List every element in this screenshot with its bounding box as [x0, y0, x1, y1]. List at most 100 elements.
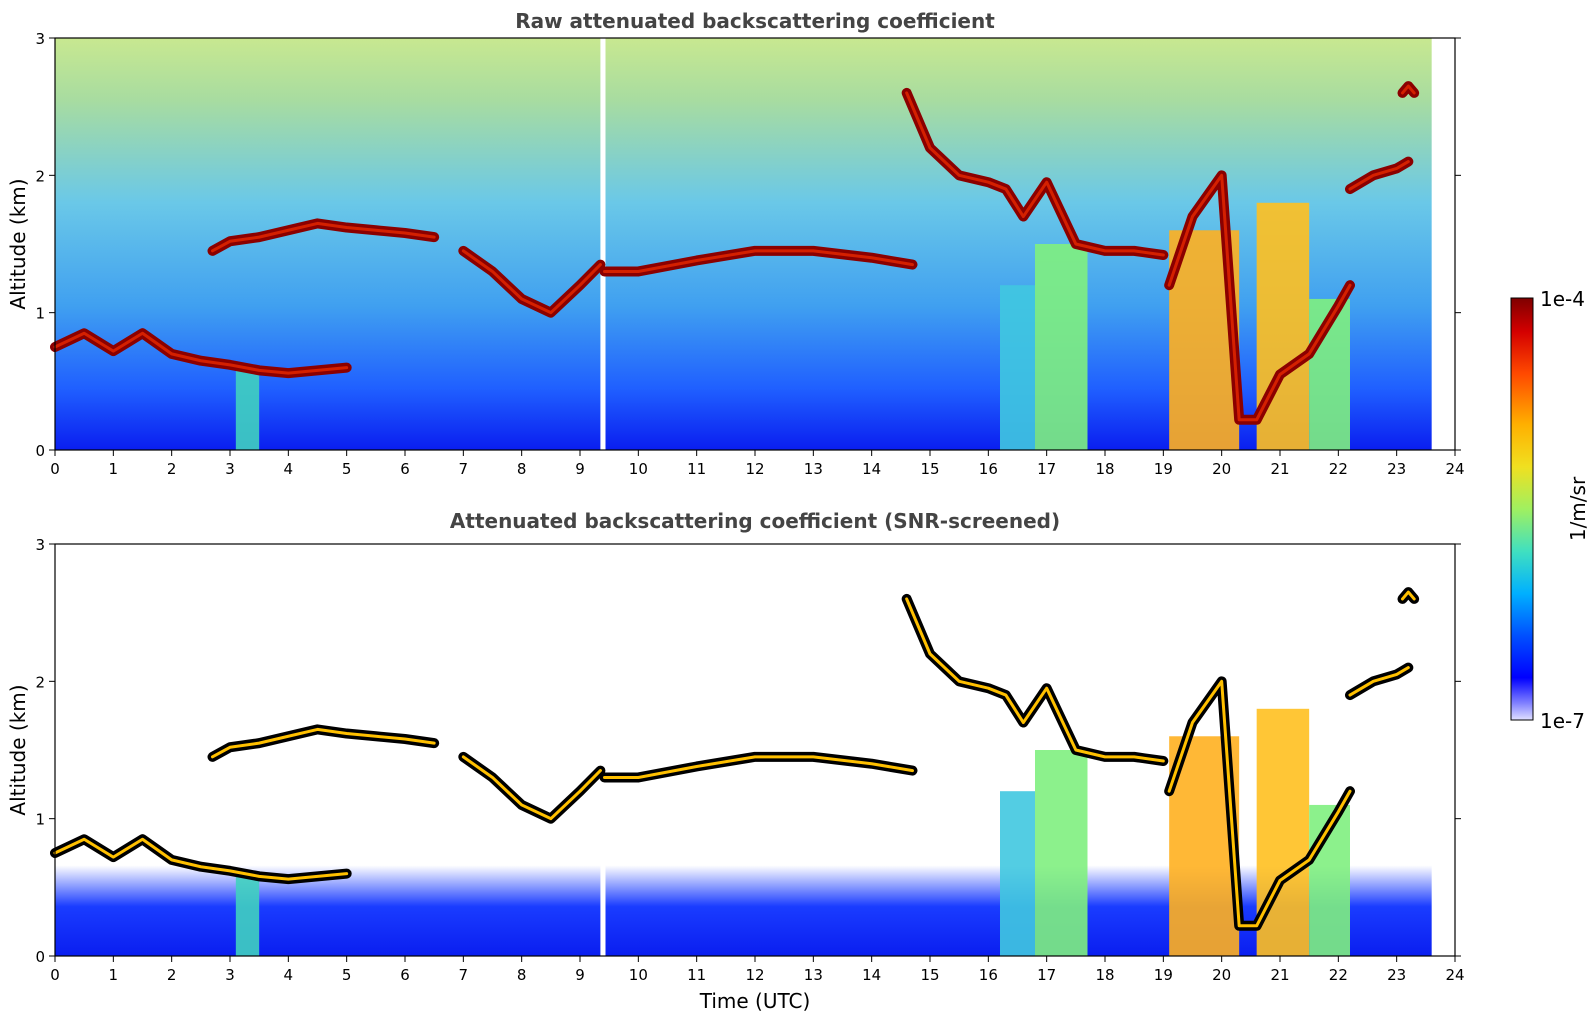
data-gap — [600, 544, 606, 956]
data-gap — [600, 38, 606, 450]
x-tick-label: 17 — [1037, 460, 1056, 478]
x-tick-label: 24 — [1445, 966, 1464, 984]
cloud-layer-core-0 — [53, 837, 349, 881]
x-axis-screened: 0 1 2 3 4 5 6 7 8 9 10 11 12 13 14 15 16 17 18 19 20 21 22 23 24 — [50, 956, 1465, 984]
cloud-layer-core-3 — [603, 755, 914, 779]
y-axis-label-screened: Altitude (km) — [6, 684, 30, 815]
x-tick-label: 10 — [629, 966, 648, 984]
x-tick-label: 20 — [1212, 966, 1231, 984]
cloud-layer-core-6 — [1348, 160, 1410, 191]
x-tick-label: 16 — [979, 966, 998, 984]
x-tick-label: 11 — [687, 966, 706, 984]
cloud-layer-core-7 — [1401, 590, 1416, 601]
y-axis-screened: 0 1 2 3 — [35, 536, 1461, 966]
cloud-layer-core-2 — [461, 249, 602, 315]
x-tick-label: 18 — [1095, 460, 1114, 478]
y-tick-label: 2 — [35, 167, 45, 185]
cloud-layer-core-1 — [211, 221, 436, 253]
x-tick-label: 9 — [575, 966, 585, 984]
x-tick-label: 10 — [629, 460, 648, 478]
y-tick-label: 1 — [35, 305, 45, 323]
x-tick-label: 13 — [804, 966, 823, 984]
x-tick-label: 14 — [862, 460, 881, 478]
x-tick-label: 0 — [50, 460, 60, 478]
cloud-layer-core-2 — [461, 755, 602, 821]
colorbar-min-label: 1e-7 — [1540, 709, 1585, 733]
x-axis-raw: 0 1 2 3 4 5 6 7 8 9 10 11 12 13 14 15 16 17 18 19 20 21 22 23 24 — [50, 450, 1465, 478]
x-tick-label: 0 — [50, 966, 60, 984]
x-tick-label: 11 — [687, 460, 706, 478]
x-tick-label: 23 — [1387, 966, 1406, 984]
x-tick-label: 8 — [517, 460, 527, 478]
cloud-layer-core-1 — [211, 727, 436, 759]
x-tick-label: 8 — [517, 966, 527, 984]
x-axis-label: Time (UTC) — [699, 989, 811, 1013]
x-tick-label: 17 — [1037, 966, 1056, 984]
x-tick-label: 19 — [1154, 460, 1173, 478]
cloud-layer-core-3 — [603, 249, 914, 273]
cloud-layer-core-4 — [905, 597, 1165, 763]
x-tick-label: 14 — [862, 966, 881, 984]
x-tick-label: 7 — [459, 966, 469, 984]
x-tick-label: 6 — [400, 460, 410, 478]
y-tick-label: 2 — [35, 673, 45, 691]
cloud-layer-core-6 — [1348, 666, 1410, 697]
x-tick-label: 1 — [109, 460, 119, 478]
cloud-layer-core-7 — [1401, 84, 1416, 95]
x-tick-label: 6 — [400, 966, 410, 984]
precipitation-column — [1000, 285, 1035, 450]
panel-title-screened: Attenuated backscattering coefficient (S… — [450, 509, 1060, 533]
y-axis-raw: 0 1 2 3 — [35, 30, 1461, 460]
colorbar-scale — [1510, 297, 1534, 721]
y-axis-label-raw: Altitude (km) — [6, 178, 30, 309]
panel-raw: Raw attenuated backscattering coefficien… — [6, 9, 1465, 478]
x-tick-label: 21 — [1270, 460, 1289, 478]
x-tick-label: 7 — [459, 460, 469, 478]
x-tick-label: 22 — [1329, 460, 1348, 478]
x-tick-label: 24 — [1445, 460, 1464, 478]
panel-title-raw: Raw attenuated backscattering coefficien… — [515, 9, 995, 33]
x-tick-label: 23 — [1387, 460, 1406, 478]
y-tick-label: 0 — [35, 442, 45, 460]
precipitation-column — [1035, 244, 1088, 450]
precipitation-column — [1035, 750, 1088, 956]
x-tick-label: 21 — [1270, 966, 1289, 984]
cloud-layer-core-0 — [53, 331, 349, 375]
colorbar-max-label: 1e-4 — [1540, 287, 1585, 311]
x-tick-label: 13 — [804, 460, 823, 478]
y-tick-label: 1 — [35, 811, 45, 829]
x-tick-label: 9 — [575, 460, 585, 478]
x-tick-label: 12 — [745, 460, 764, 478]
x-tick-label: 5 — [342, 966, 352, 984]
x-tick-label: 15 — [920, 966, 939, 984]
x-tick-label: 16 — [979, 460, 998, 478]
plot-area-raw — [50, 38, 1432, 450]
x-tick-label: 15 — [920, 460, 939, 478]
x-tick-label: 19 — [1154, 966, 1173, 984]
colorbar-unit-label: 1/m/sr — [1566, 476, 1590, 541]
panel-screened: Attenuated backscattering coefficient (S… — [6, 509, 1465, 1013]
x-tick-label: 5 — [342, 460, 352, 478]
y-tick-label: 0 — [35, 948, 45, 966]
precipitation-column — [1000, 791, 1035, 956]
precipitation-column — [235, 367, 260, 450]
cloud-layer-core-5 — [1167, 173, 1352, 422]
x-tick-label: 4 — [284, 966, 294, 984]
plot-area-screened — [50, 544, 1432, 956]
cloud-layer-core-5 — [1167, 679, 1352, 928]
x-tick-label: 12 — [745, 966, 764, 984]
y-tick-label: 3 — [35, 536, 45, 554]
x-tick-label: 20 — [1212, 460, 1231, 478]
x-tick-label: 1 — [109, 966, 119, 984]
x-tick-label: 2 — [167, 460, 177, 478]
cloud-layer-core-4 — [905, 91, 1165, 257]
x-tick-label: 18 — [1095, 966, 1114, 984]
colorbar: 1e-4 1e-7 1/m/sr — [1510, 287, 1590, 733]
x-tick-label: 22 — [1329, 966, 1348, 984]
x-tick-label: 2 — [167, 966, 177, 984]
x-tick-label: 3 — [225, 460, 235, 478]
x-tick-label: 3 — [225, 966, 235, 984]
precipitation-column — [235, 873, 260, 956]
x-tick-label: 4 — [284, 460, 294, 478]
